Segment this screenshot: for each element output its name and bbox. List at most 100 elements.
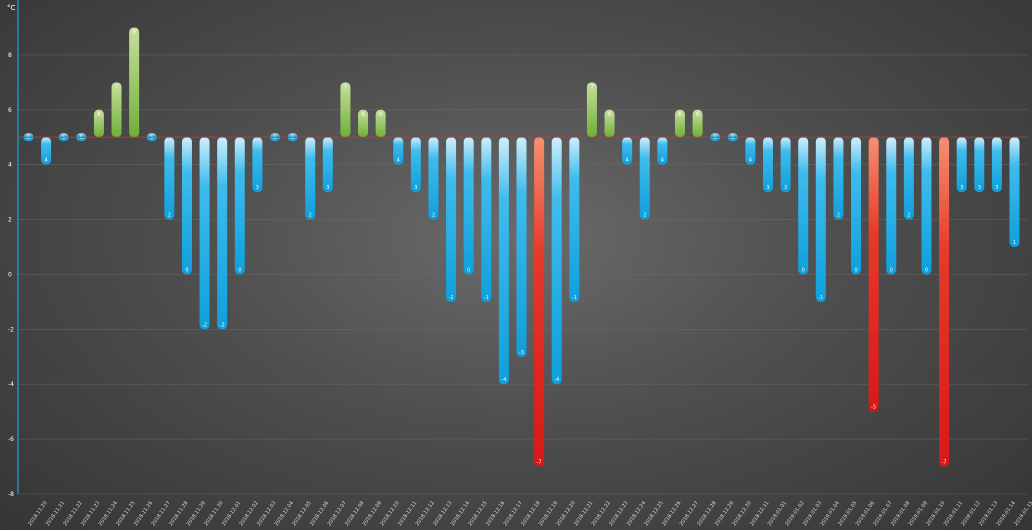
y-tick-label: -6 bbox=[8, 436, 14, 443]
y-tick-label: -4 bbox=[8, 381, 14, 388]
bar-value-label: -1 bbox=[572, 295, 577, 301]
bar bbox=[586, 82, 597, 138]
bar-value-label: 3 bbox=[256, 185, 259, 191]
bars: 5 4 5 5 6 7 9 5 2 0 -2 -2 0 3 5 5 2 3 7 6 6 4 3 2 -1 0 -1 -4 -3 -7 -4 -… bbox=[23, 27, 1020, 467]
bar-value-label: 3 bbox=[414, 185, 417, 191]
bar-value-label: -7 bbox=[942, 460, 947, 466]
bar bbox=[322, 137, 333, 193]
bar bbox=[569, 137, 580, 302]
bar bbox=[939, 137, 950, 467]
bar bbox=[868, 137, 879, 412]
bar bbox=[41, 137, 52, 165]
bar bbox=[516, 137, 527, 357]
bar-value-label: 0 bbox=[802, 267, 805, 273]
y-tick-label: -8 bbox=[8, 491, 14, 498]
bar-value-label: 6 bbox=[678, 112, 681, 118]
bar bbox=[780, 137, 791, 193]
bar-value-label: 0 bbox=[467, 267, 470, 273]
bar-value-label: 9 bbox=[133, 29, 136, 35]
bar bbox=[393, 137, 404, 165]
bar-value-label: 0 bbox=[185, 267, 188, 273]
bar bbox=[815, 137, 826, 302]
bar-value-label: 3 bbox=[978, 185, 981, 191]
bar bbox=[622, 137, 633, 165]
bar-value-label: 7 bbox=[344, 84, 347, 90]
bar-value-label: 6 bbox=[97, 112, 100, 118]
bar bbox=[956, 137, 967, 193]
bar-value-label: 5 bbox=[731, 135, 734, 141]
bar-value-label: -4 bbox=[501, 377, 506, 383]
bar bbox=[340, 82, 351, 138]
bar-value-label: 7 bbox=[590, 84, 593, 90]
y-tick-label: 2 bbox=[8, 217, 12, 224]
bar-value-label: -1 bbox=[818, 295, 823, 301]
bar bbox=[410, 137, 421, 193]
bar bbox=[534, 137, 545, 467]
bar-value-label: 5 bbox=[150, 135, 153, 141]
y-axis: °C -8 -6 -4 -2 0 2 4 6 8 bbox=[7, 0, 19, 498]
bar-value-label: 0 bbox=[890, 267, 893, 273]
bar-value-label: 5 bbox=[273, 135, 276, 141]
bar bbox=[974, 137, 985, 193]
bar-value-label: 6 bbox=[608, 112, 611, 118]
bar bbox=[1009, 137, 1020, 247]
bar-value-label: -4 bbox=[554, 377, 559, 383]
bar bbox=[375, 109, 386, 138]
bar bbox=[129, 27, 140, 138]
y-tick-label: 4 bbox=[8, 162, 12, 169]
bar-value-label: -1 bbox=[449, 295, 454, 301]
y-tick-label: 8 bbox=[8, 52, 12, 59]
bar bbox=[111, 82, 122, 138]
bar-value-label: 6 bbox=[379, 112, 382, 118]
bar-value-label: 2 bbox=[837, 213, 840, 219]
bar-value-label: 3 bbox=[326, 185, 329, 191]
bar-value-label: -1 bbox=[484, 295, 489, 301]
bar-value-label: 0 bbox=[854, 267, 857, 273]
bar-value-label: 5 bbox=[27, 135, 30, 141]
bar bbox=[798, 137, 809, 275]
y-tick-label: -2 bbox=[8, 326, 14, 333]
bar bbox=[692, 109, 703, 138]
bar bbox=[763, 137, 773, 193]
bar-value-label: -3 bbox=[519, 350, 524, 356]
bar bbox=[991, 137, 1002, 193]
bar bbox=[358, 109, 369, 138]
bar bbox=[921, 137, 932, 275]
y-axis-unit-label: °C bbox=[7, 4, 16, 12]
bar bbox=[481, 137, 492, 302]
bar bbox=[428, 137, 439, 220]
bar bbox=[498, 137, 509, 385]
bar-value-label: 2 bbox=[643, 213, 646, 219]
bar-value-label: 2 bbox=[907, 213, 910, 219]
bar-value-label: -2 bbox=[220, 322, 225, 328]
bar bbox=[551, 137, 562, 385]
bar-value-label: 6 bbox=[696, 112, 699, 118]
bar-value-label: -5 bbox=[871, 405, 876, 411]
bar-value-label: 0 bbox=[925, 267, 928, 273]
bar bbox=[851, 137, 862, 275]
bar bbox=[657, 137, 668, 165]
x-axis-date-labels: 2018.11.202018.11.212018.11.222018.11.23… bbox=[27, 500, 1032, 527]
bar bbox=[886, 137, 897, 275]
bar bbox=[252, 137, 263, 193]
bar bbox=[164, 137, 175, 220]
bar bbox=[234, 137, 245, 275]
bar bbox=[199, 137, 210, 330]
bar bbox=[93, 109, 104, 138]
bar-value-label: -2 bbox=[202, 322, 207, 328]
y-tick-label: 6 bbox=[8, 107, 12, 114]
bar-value-label: 2 bbox=[168, 213, 171, 219]
bar bbox=[903, 137, 914, 220]
bar bbox=[446, 137, 457, 302]
bar-value-label: 4 bbox=[397, 158, 400, 164]
bar-value-label: -7 bbox=[537, 460, 542, 466]
bar bbox=[217, 137, 228, 330]
bar-value-label: 4 bbox=[626, 158, 629, 164]
bar bbox=[745, 137, 756, 165]
bar-value-label: 4 bbox=[661, 158, 664, 164]
bar-value-label: 1 bbox=[1013, 240, 1016, 246]
bar-value-label: 2 bbox=[432, 213, 435, 219]
bar-value-label: 0 bbox=[238, 267, 241, 273]
bar-value-label: 3 bbox=[784, 185, 787, 191]
